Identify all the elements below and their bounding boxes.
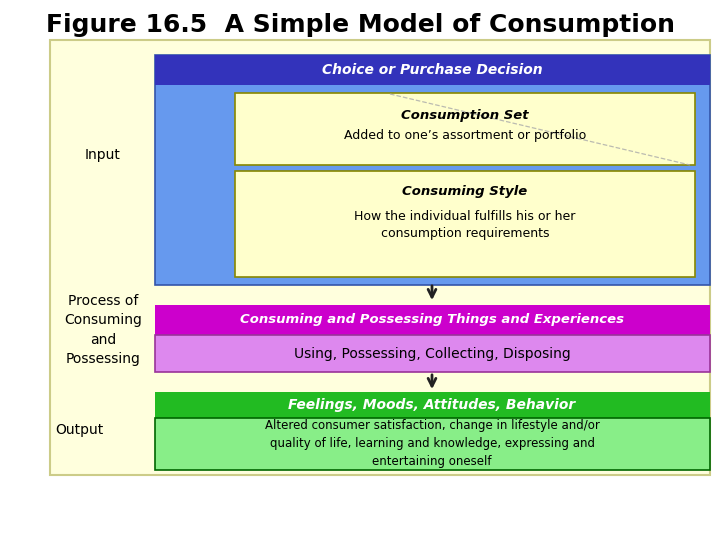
Text: Output: Output [55,423,103,437]
Bar [155,392,710,418]
Text: Choice or Purchase Decision: Choice or Purchase Decision [322,63,542,77]
Bar [235,171,695,277]
Text: Added to one’s assortment or portfolio: Added to one’s assortment or portfolio [344,129,586,141]
Text: Altered consumer satisfaction, change in lifestyle and/or
quality of life, learn: Altered consumer satisfaction, change in… [264,420,600,469]
Bar [155,418,710,470]
Bar [155,55,710,85]
Bar [50,40,710,475]
Text: Process of
Consuming
and
Possessing: Process of Consuming and Possessing [64,294,142,366]
Text: Consuming Style: Consuming Style [402,186,528,199]
Bar [155,305,710,335]
Text: Figure 16.5  A Simple Model of Consumption: Figure 16.5 A Simple Model of Consumptio… [45,13,675,37]
Bar [155,335,710,372]
Bar [155,55,710,285]
Text: Using, Possessing, Collecting, Disposing: Using, Possessing, Collecting, Disposing [294,347,570,361]
Text: Consumption Set: Consumption Set [401,109,528,122]
Text: Input: Input [85,148,121,162]
Bar [235,93,695,165]
Text: How the individual fulfills his or her
consumption requirements: How the individual fulfills his or her c… [354,210,576,240]
Text: Consuming and Possessing Things and Experiences: Consuming and Possessing Things and Expe… [240,314,624,327]
Text: Feelings, Moods, Attitudes, Behavior: Feelings, Moods, Attitudes, Behavior [289,398,575,412]
